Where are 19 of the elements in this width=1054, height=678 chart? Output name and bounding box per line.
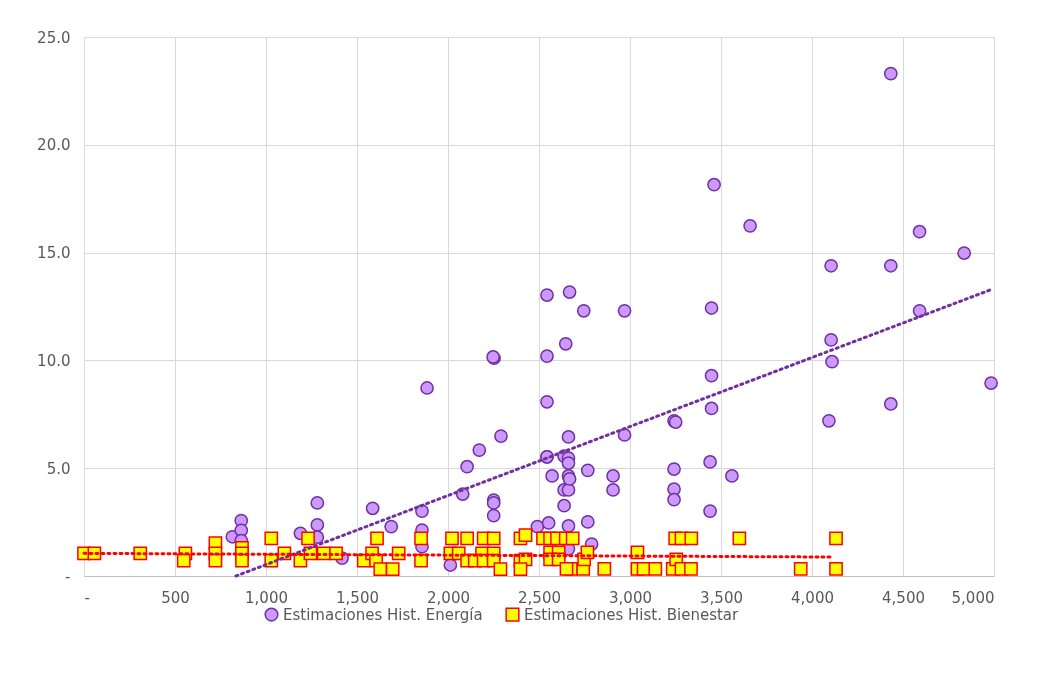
x-tick-label: 3,000 [609,588,652,607]
x-tick-label: 3,500 [700,588,743,607]
x-tick-label: 2,500 [518,588,561,607]
y-tick-label: 25.0 [37,28,71,47]
legend-label: Estimaciones Hist. Bienestar [524,605,740,624]
x-tick-label: 1,000 [245,588,288,607]
y-tick-label: 15.0 [37,244,71,263]
x-tick-label: 4,500 [882,588,925,607]
x-tick-label: - [84,588,90,607]
x-tick-label: 4,000 [791,588,834,607]
x-tick-label: 2,000 [427,588,470,607]
x-tick-label: 5,000 [951,588,995,607]
y-tick-label: 10.0 [37,351,71,370]
legend-label: Estimaciones Hist. Energía [283,605,483,624]
y-tick-label: - [65,567,71,586]
x-tick-label: 500 [161,588,190,607]
x-tick-label: 1,500 [336,588,379,607]
y-tick-label: 20.0 [37,136,71,155]
y-tick-label: 5.0 [46,459,71,478]
